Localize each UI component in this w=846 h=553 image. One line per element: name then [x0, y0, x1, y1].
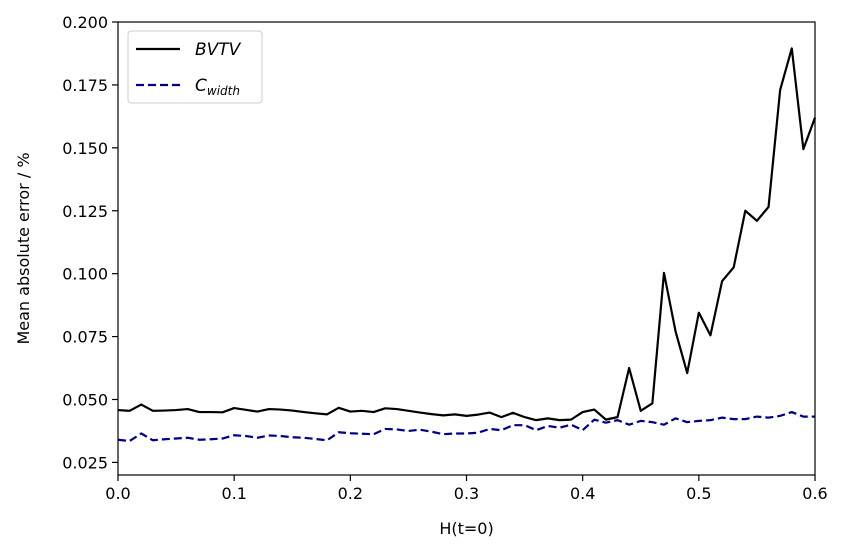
series-line-bvtv: [117, 47, 817, 422]
y-tick-label: 0.075: [62, 328, 108, 347]
y-tick-label: 0.125: [62, 202, 108, 221]
legend: BVTV Cwidth: [127, 30, 263, 104]
x-tick-label: 0.2: [338, 484, 363, 503]
y-tick-label: 0.175: [62, 76, 108, 95]
x-axis: 0.0 0.1 0.2 0.3 0.4 0.5 0.6: [105, 475, 828, 503]
x-tick-label: 0.6: [802, 484, 827, 503]
y-tick-label: 0.150: [62, 139, 108, 158]
y-axis-label: Mean absolute error / %: [14, 152, 33, 344]
legend-label-cwidth: Cwidth: [195, 76, 240, 98]
x-tick-label: 0.4: [570, 484, 595, 503]
series-layer: [117, 47, 817, 443]
x-axis-label: H(t=0): [439, 519, 493, 538]
y-axis: 0.025 0.050 0.075 0.100 0.125 0.150 0.175 0.200: [62, 13, 118, 472]
x-tick-label: 0.3: [454, 484, 479, 503]
legend-label-cwidth-subscript: width: [207, 84, 240, 98]
x-tick-label: 0.1: [221, 484, 246, 503]
legend-label-cwidth-main: C: [195, 76, 207, 96]
y-tick-label: 0.200: [62, 13, 108, 32]
y-tick-label: 0.025: [62, 453, 108, 472]
y-tick-label: 0.100: [62, 265, 108, 284]
legend-label-bvtv: BVTV: [195, 40, 242, 60]
x-tick-label: 0.0: [105, 484, 130, 503]
y-tick-label: 0.050: [62, 391, 108, 410]
series-line-cwidth: [117, 410, 815, 443]
x-tick-label: 0.5: [686, 484, 711, 503]
